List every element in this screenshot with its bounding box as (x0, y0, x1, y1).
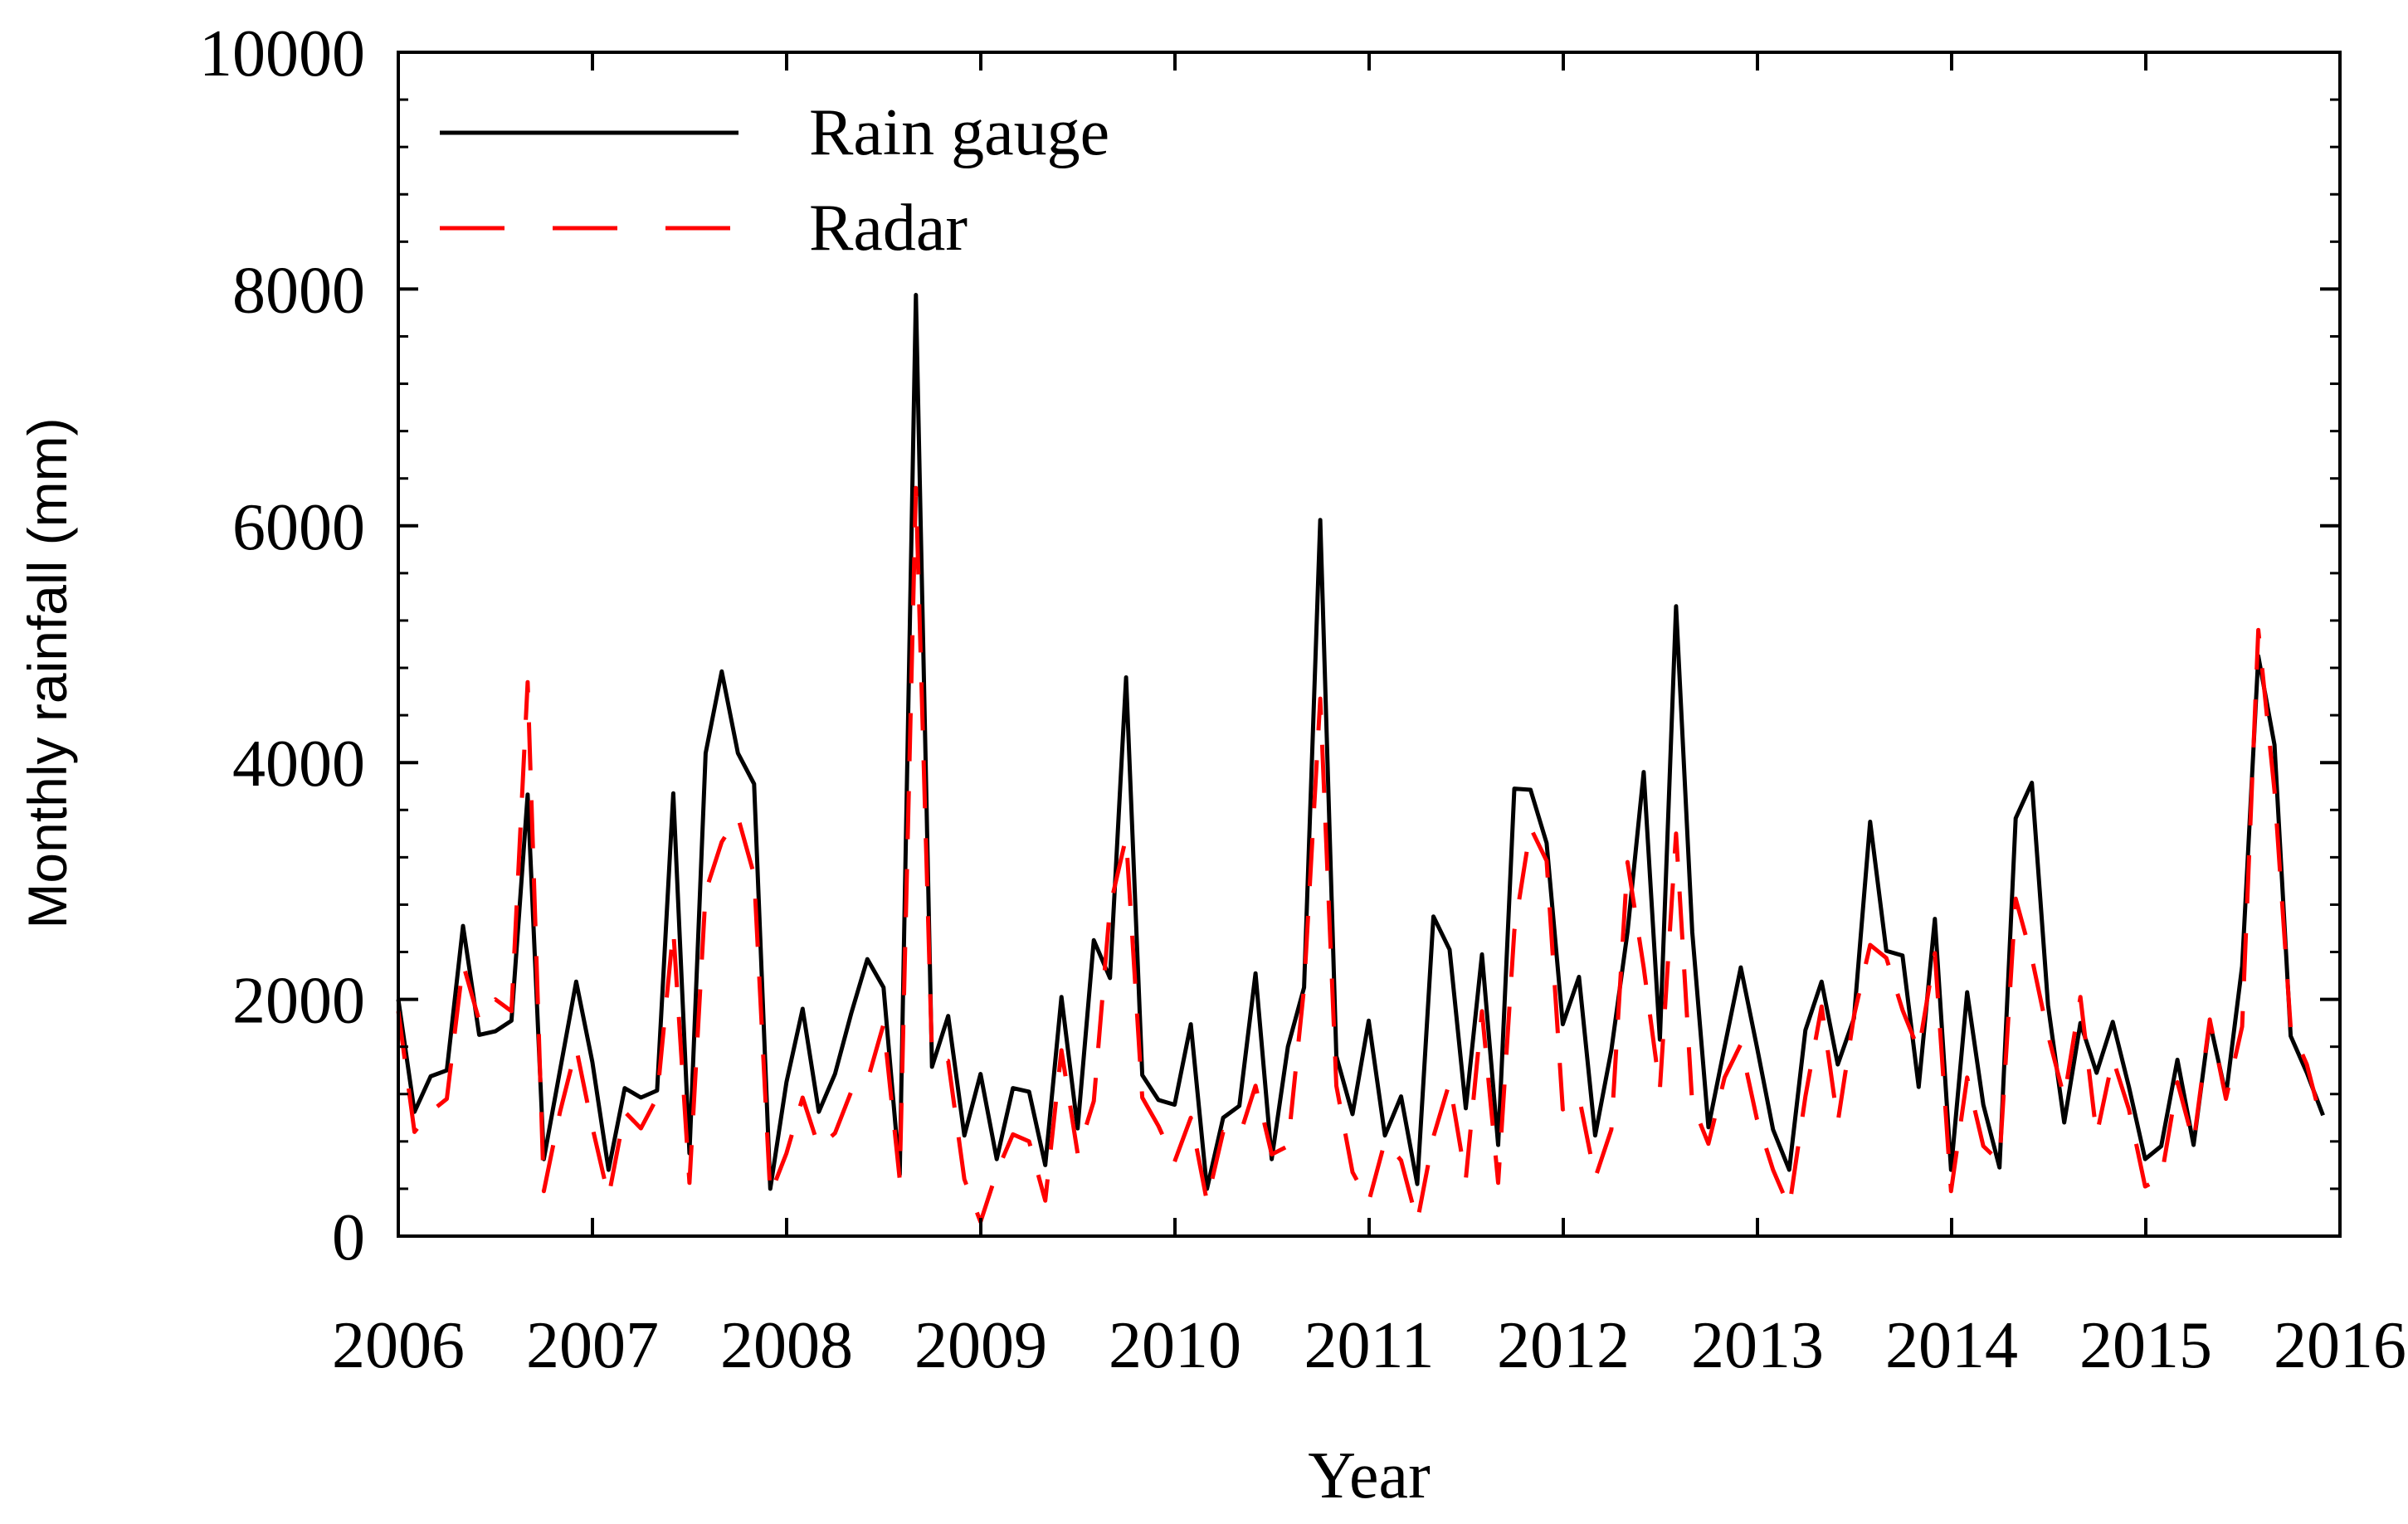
y-tick-label: 8000 (232, 254, 365, 327)
y-tick-label: 4000 (232, 728, 365, 801)
x-tick-label: 2010 (1109, 1309, 1241, 1382)
y-tick-label: 10000 (199, 17, 365, 90)
x-tick-label: 2012 (1497, 1309, 1630, 1382)
legend-label-rain-gauge: Rain gauge (809, 96, 1109, 169)
x-tick-label: 2006 (332, 1309, 465, 1382)
x-tick-label: 2016 (2274, 1309, 2406, 1382)
y-tick-label: 0 (332, 1201, 365, 1274)
y-tick-label: 6000 (232, 491, 365, 564)
legend: Rain gauge Radar (440, 96, 1109, 265)
y-axis-title: Monthly rainfall (mm) (17, 417, 78, 928)
x-tick-label: 2008 (720, 1309, 853, 1382)
x-tick-label: 2007 (526, 1309, 659, 1382)
x-tick-label: 2011 (1304, 1309, 1434, 1382)
x-tick-label: 2009 (914, 1309, 1047, 1382)
x-tick-label: 2014 (1885, 1309, 2018, 1382)
x-tick-label: 2015 (2079, 1309, 2212, 1382)
y-tick-label: 2000 (232, 965, 365, 1038)
series-layer (396, 293, 2326, 1225)
x-tick-label: 2013 (1691, 1309, 1824, 1382)
series-line-radar (396, 485, 2326, 1225)
ticks-layer: 2006 2007 2008 2009 2010 2011 2012 2013 2014 2015… (199, 17, 2406, 1382)
legend-label-radar: Radar (809, 192, 968, 265)
x-axis-title: Year (1308, 1439, 1430, 1512)
